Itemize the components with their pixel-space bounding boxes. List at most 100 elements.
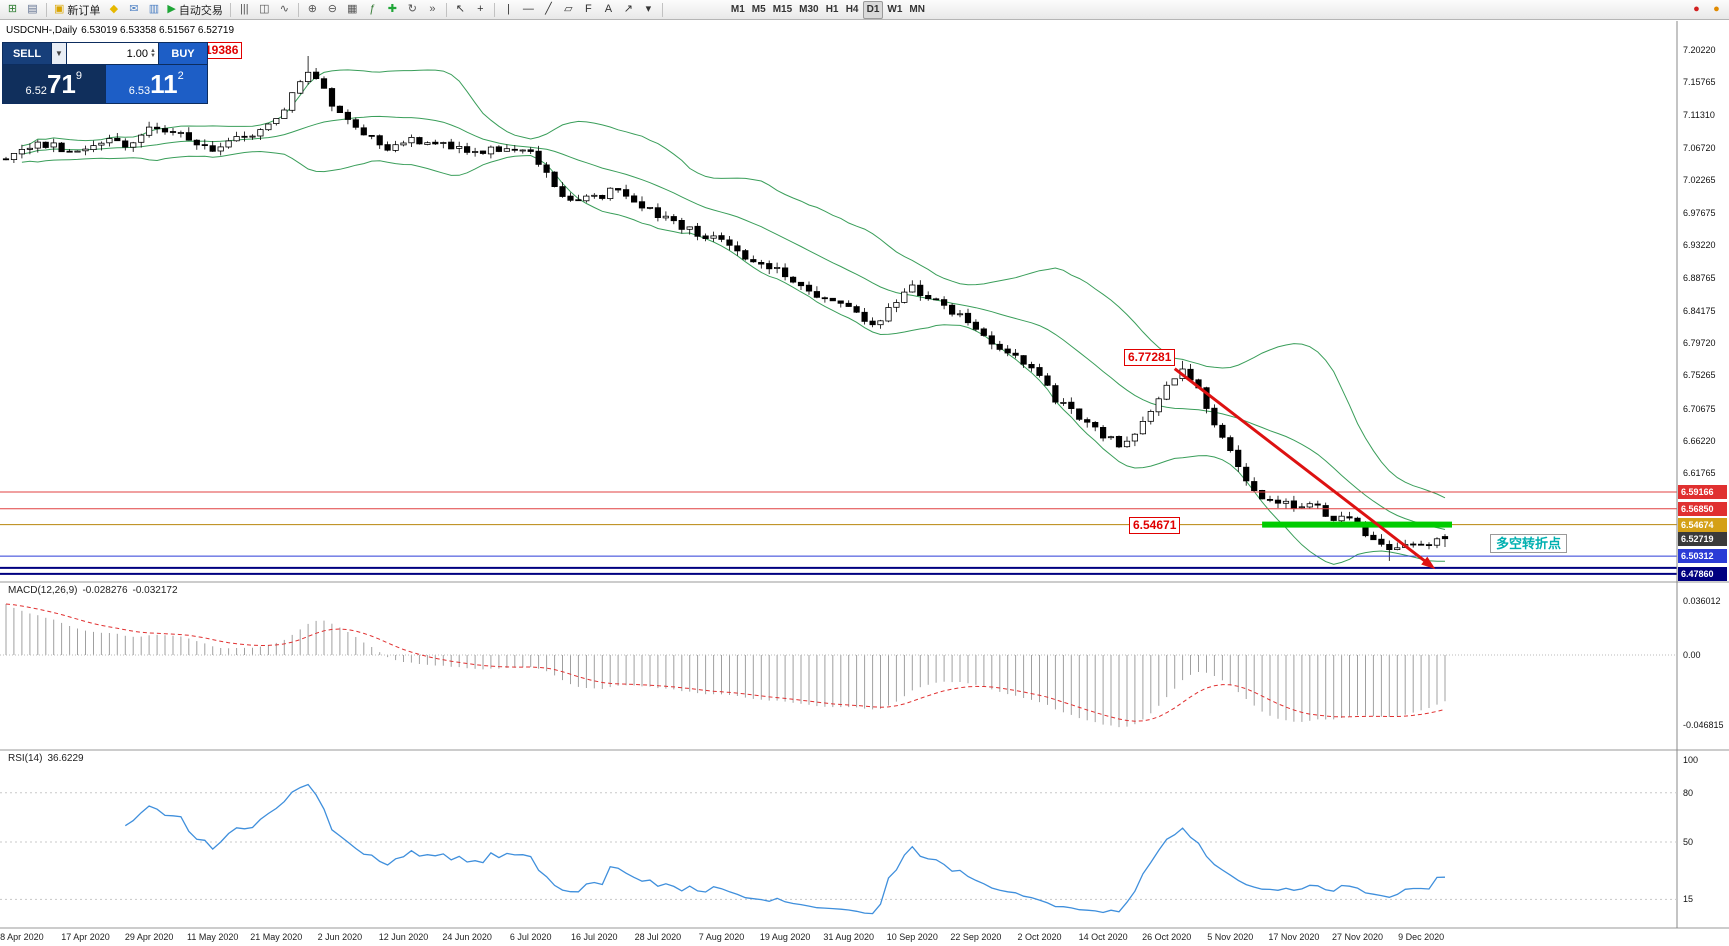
timeframe-mn-button[interactable]: MN <box>906 1 928 19</box>
sell-price-digits: 71 <box>46 69 76 99</box>
bar-chart-type-button[interactable]: ||| <box>235 1 254 19</box>
volume-input[interactable]: 1.00 ▲ ▼ <box>67 43 158 64</box>
cursor-tool-button-glyph: ↖ <box>455 3 465 15</box>
vertical-line-tool-button[interactable]: | <box>499 1 518 19</box>
autotrading-button[interactable]: ▶ 自动交易 <box>164 1 225 19</box>
macd-tick-label: 0.00 <box>1683 650 1701 660</box>
mailbox-button[interactable]: ✉ <box>124 1 143 19</box>
price-level-label: 6.50312 <box>1678 549 1727 564</box>
timeframe-w1-button-label: W1 <box>887 4 903 15</box>
timeframe-h4-button[interactable]: H4 <box>843 1 862 19</box>
price-tick-label: 6.70675 <box>1683 403 1716 414</box>
timeframe-m5-button[interactable]: M5 <box>749 1 769 19</box>
toolbar-separator <box>229 2 231 17</box>
date-label: 19 Aug 2020 <box>759 932 811 942</box>
zoom-out-button[interactable]: ⊖ <box>323 1 342 19</box>
vertical-line-tool-button-glyph: | <box>506 3 510 15</box>
macd-indicator-label: MACD(12,26,9) -0.028276 -0.032172 <box>8 585 183 596</box>
connection-status-icon[interactable]: ● <box>1707 1 1726 19</box>
crosshair-tool-button-glyph: + <box>477 3 484 15</box>
bollinger-upper-band <box>21 69 1446 499</box>
spin-down-icon[interactable]: ▼ <box>150 52 156 59</box>
buy-price-digits: 11 <box>150 69 178 99</box>
support-highlight-band[interactable] <box>1262 521 1452 528</box>
chart-shift-button[interactable]: » <box>423 1 442 19</box>
line-chart-type-button[interactable]: ∿ <box>275 1 294 19</box>
symbol-info: USDCNH-,Daily 6.53019 6.53358 6.51567 6.5… <box>6 25 238 36</box>
timeframe-h1-button-label: H1 <box>825 4 839 15</box>
sell-price-prefix: 6.52 <box>25 85 47 97</box>
new-chart-button[interactable]: ⊞ <box>3 1 22 19</box>
timeframe-h1-button[interactable]: H1 <box>823 1 842 19</box>
bollinger-bands <box>21 69 1446 565</box>
order-type-dropdown[interactable]: ▼ <box>52 43 66 64</box>
data-window-button[interactable]: ▥ <box>144 1 163 19</box>
price-level-label: 6.47860 <box>1678 566 1727 581</box>
date-label: 17 Nov 2020 <box>1268 932 1320 942</box>
mailbox-button-glyph: ✉ <box>129 3 139 15</box>
date-label: 10 Sep 2020 <box>886 932 938 942</box>
channel-tool-button[interactable]: ▱ <box>559 1 578 19</box>
price-tick-label: 6.84175 <box>1683 305 1716 316</box>
symbol-period-label: USDCNH-,Daily <box>6 25 78 36</box>
add-indicator-button[interactable]: ✚ <box>383 1 402 19</box>
zoom-in-button[interactable]: ⊕ <box>303 1 322 19</box>
price-tick-label: 7.02265 <box>1683 174 1716 185</box>
timeframe-w1-button[interactable]: W1 <box>884 1 905 19</box>
timeframe-mn-button-label: MN <box>909 4 925 15</box>
rsi-value: 36.6229 <box>47 753 84 764</box>
trendline-tool-button[interactable]: ╱ <box>539 1 558 19</box>
toolbar-separator <box>493 2 495 17</box>
bar-chart-type-button-glyph: ||| <box>240 3 249 15</box>
timeframe-m30-button[interactable]: M30 <box>796 1 821 19</box>
buy-price-button[interactable]: 6.53 11 2 <box>105 65 207 103</box>
chart-profiles-button[interactable]: ▤ <box>23 1 42 19</box>
autotrading-button-glyph: ▶ <box>167 3 176 15</box>
rsi-tick-label: 80 <box>1683 787 1694 798</box>
price-tick-label: 6.66220 <box>1683 435 1716 446</box>
indicators-button[interactable]: ƒ <box>363 1 382 19</box>
price-tick-label: 7.06720 <box>1683 142 1716 153</box>
timeframe-m1-button[interactable]: M1 <box>728 1 748 19</box>
timeframe-m5-button-label: M5 <box>751 4 766 15</box>
horizontal-line-tool-button[interactable]: — <box>519 1 538 19</box>
arrows-tool-button[interactable]: ↗ <box>619 1 638 19</box>
mql5-community-button[interactable]: ◆ <box>104 1 123 19</box>
auto-scroll-button[interactable]: ↻ <box>403 1 422 19</box>
shapes-dropdown-button[interactable]: ▾ <box>639 1 658 19</box>
tile-windows-button[interactable]: ▦ <box>343 1 362 19</box>
rsi-title: RSI(14) <box>8 753 43 764</box>
toolbar: ⊞ ▤ ▣ 新订单 ◆ ✉ ▥ ▶ 自动交易 ||| ◫ ∿ ⊕ ⊖ ▦ ƒ ✚ ↻ » ↖ + | — ╱ ▱ F A ↗ ▾ M1 M5… <box>0 0 1729 20</box>
macd-title: MACD(12,26,9) <box>8 585 78 596</box>
date-label: 9 Dec 2020 <box>1398 932 1445 942</box>
price-annotation-support: 6.54671 <box>1129 517 1181 534</box>
price-tick-label: 7.15765 <box>1683 77 1716 88</box>
spin-up-icon[interactable]: ▲ <box>150 47 156 54</box>
alert-status-icon[interactable]: ● <box>1687 1 1706 19</box>
crosshair-tool-button[interactable]: + <box>471 1 490 19</box>
add-indicator-button-glyph: ✚ <box>387 3 397 15</box>
text-tool-button[interactable]: A <box>599 1 618 19</box>
date-label: 26 Oct 2020 <box>1142 932 1192 942</box>
cursor-tool-button[interactable]: ↖ <box>451 1 470 19</box>
trend-arrow-head <box>1421 556 1436 570</box>
volume-spinner[interactable]: ▲ ▼ <box>150 47 156 59</box>
macd-tick-label: -0.046815 <box>1683 720 1724 731</box>
new-order-button[interactable]: ▣ 新订单 <box>51 1 103 19</box>
fibonacci-tool-button[interactable]: F <box>579 1 598 19</box>
timeframe-d1-button[interactable]: D1 <box>862 0 884 19</box>
timeframe-m15-button-label: M15 <box>772 4 793 15</box>
price-level-label: 6.59166 <box>1678 485 1727 500</box>
text-tool-button-glyph: A <box>604 3 613 15</box>
volume-value: 1.00 <box>126 47 149 60</box>
trend-arrow-line[interactable] <box>1173 367 1430 566</box>
candlestick-chart-type-button-glyph: ◫ <box>259 3 270 15</box>
timeframe-m15-button[interactable]: M15 <box>770 1 795 19</box>
sell-price-button[interactable]: 6.52 71 9 <box>3 65 105 103</box>
buy-button[interactable]: BUY <box>159 43 207 64</box>
new-order-button-glyph: ▣ <box>54 3 65 15</box>
auto-scroll-button-glyph: ↻ <box>407 3 417 15</box>
candlestick-chart-type-button[interactable]: ◫ <box>255 1 274 19</box>
sell-button[interactable]: SELL <box>3 43 51 64</box>
